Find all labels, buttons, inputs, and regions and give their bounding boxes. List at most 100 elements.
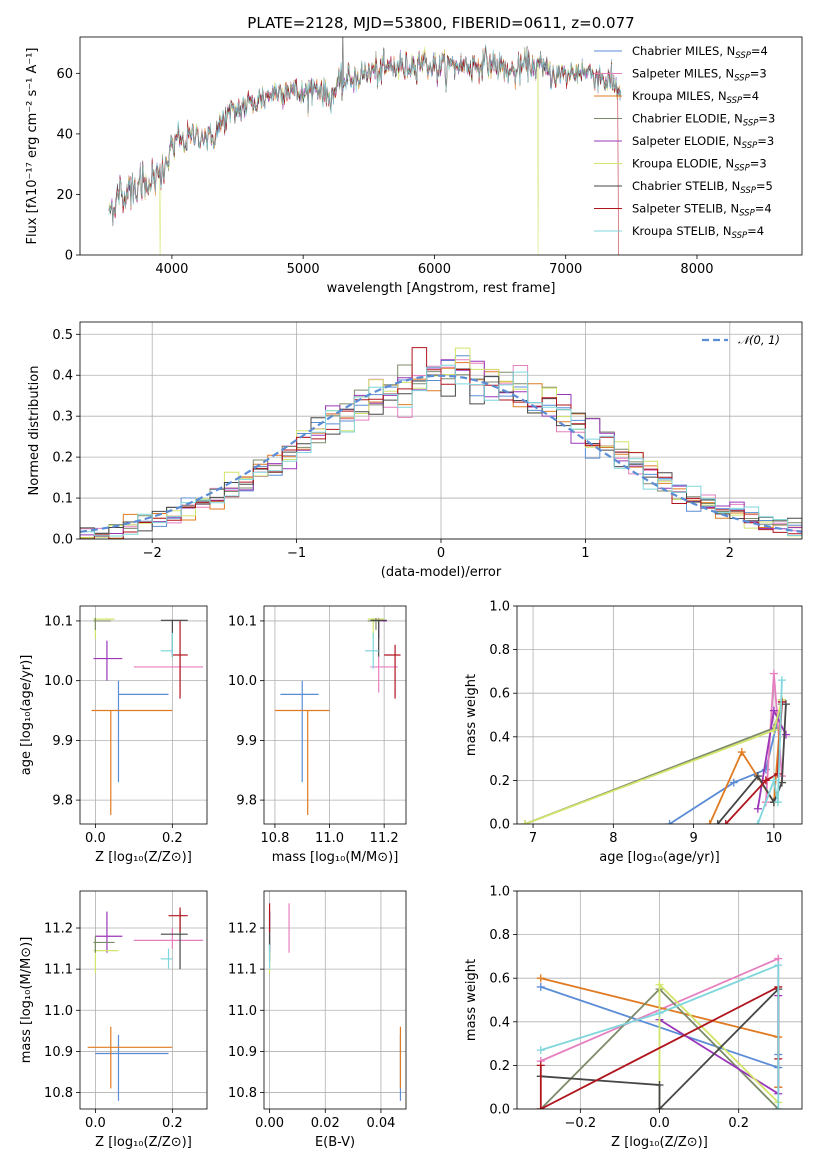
y-tick-label: 10.1 (44, 614, 73, 629)
x-tick-label: 6000 (418, 262, 451, 277)
weight-series-line (540, 963, 780, 1109)
x-tick-label: −0.2 (565, 1116, 597, 1131)
spectrum-panel: PLATE=2128, MJD=53800, FIBERID=0611, z=0… (25, 14, 803, 296)
x-tick-label: 9 (689, 831, 697, 846)
weight-vs-Z-panel: −0.2 0.0 0.2 0.0 0.2 0.4 0.6 0.8 1.0 Z [log₁₀(Z/Z… (464, 885, 803, 1150)
axes-frame (79, 890, 208, 1110)
y-tick-label: 11.0 (228, 1004, 257, 1019)
y-tick-label: 0.2 (489, 774, 510, 789)
axes-frame (516, 890, 803, 1110)
x-tick-label: 7000 (549, 262, 582, 277)
axes-frame (79, 36, 803, 256)
weight-point-marker (536, 1061, 545, 1070)
y-tick-label: 0.2 (52, 451, 73, 466)
legend-entry: Kroupa ELODIE, NSSP=3 (632, 157, 767, 174)
y-tick-label: 9.8 (52, 794, 73, 809)
histogram-series (80, 364, 802, 537)
x-tick-label: 0.2 (162, 831, 183, 846)
y-tick-label: 40 (56, 127, 73, 142)
y-tick-label: 0.0 (489, 818, 510, 833)
x-tick-label: 11.0 (315, 831, 344, 846)
x-axis-label: age [log₁₀(age/yr)] (599, 850, 720, 865)
axes-frame (263, 605, 407, 825)
y-axis-label: age [log₁₀(age/yr)] (19, 655, 34, 776)
weight-point-marker (536, 1046, 545, 1055)
x-tick-label: 4000 (155, 262, 188, 277)
histogram-panel: −2 −1 0 1 2 0.0 0.1 0.2 0.3 0.4 0.5 (data-model)/er… (27, 321, 803, 580)
spectrum-series-line (108, 37, 622, 221)
legend-entry: Chabrier STELIB, NSSP=5 (632, 179, 773, 196)
legend-entry: Salpeter MILES, NSSP=3 (632, 67, 767, 84)
weight-point-marker (774, 961, 783, 970)
error-bars (87, 907, 204, 1101)
weight-point-marker (769, 776, 778, 785)
y-tick-label: 0.4 (489, 730, 510, 745)
legend-entry: Chabrier MILES, NSSP=4 (632, 44, 768, 61)
y-tick-label: 10.0 (228, 674, 257, 689)
error-bars (91, 617, 204, 816)
error-bars (268, 903, 402, 1101)
y-tick-label: 0.8 (489, 643, 510, 658)
y-tick-label: 10.1 (228, 614, 257, 629)
y-tick-label: 0.6 (489, 687, 510, 702)
spectrum-series-line (108, 46, 622, 255)
weight-point-marker (536, 982, 545, 991)
spectrum-series-line (108, 44, 619, 255)
weight-series-line (669, 701, 783, 824)
x-tick-label: 0.04 (366, 1116, 395, 1131)
y-tick-label: 0.1 (52, 492, 73, 507)
spectrum-series-line (108, 44, 622, 225)
y-axis-label: mass weight (464, 959, 479, 1041)
weight-point-marker (781, 730, 790, 739)
weight-point-marker (729, 778, 738, 787)
y-tick-label: 9.9 (236, 734, 257, 749)
x-tick-label: 0.0 (85, 831, 106, 846)
weight-point-marker (774, 1105, 783, 1109)
x-tick-label: 0.0 (85, 1116, 106, 1131)
axes-frame (79, 321, 803, 540)
x-tick-label: 0.0 (649, 1116, 670, 1131)
x-tick-label: 0 (437, 546, 445, 561)
y-tick-label: 11.2 (44, 922, 73, 937)
y-tick-label: 0.6 (489, 972, 510, 987)
weight-point-marker (536, 1105, 545, 1109)
weight-point-marker (753, 804, 762, 813)
weight-point-marker (769, 726, 778, 735)
legend-entry: Salpeter STELIB, NSSP=4 (632, 202, 772, 219)
legend-entry: Chabrier ELODIE, NSSP=3 (632, 112, 775, 129)
legend-entry: Kroupa STELIB, NSSP=4 (632, 224, 764, 241)
weight-point-marker (521, 820, 530, 824)
x-axis-label: Z [log₁₀(Z/Z⊙)] (95, 1135, 192, 1150)
error-bars (274, 617, 401, 816)
y-tick-label: 10.9 (44, 1045, 73, 1060)
y-tick-label: 0.2 (489, 1059, 510, 1074)
x-tick-label: 8 (609, 831, 617, 846)
y-tick-label: 11.2 (228, 922, 257, 937)
weight-point-marker (655, 1081, 664, 1090)
x-axis-label: Z [log₁₀(Z/Z⊙)] (611, 1135, 708, 1150)
y-tick-label: 0.3 (52, 410, 73, 425)
y-axis-label: Normed distribution (27, 366, 42, 496)
x-tick-label: 0.2 (728, 1116, 749, 1131)
y-tick-label: 1.0 (489, 600, 510, 615)
x-tick-label: 7 (529, 831, 537, 846)
x-tick-label: −1 (287, 546, 306, 561)
weight-point-marker (655, 980, 664, 989)
y-axis-label: Flux [fλ10⁻¹⁷ erg cm⁻² s⁻¹ A⁻¹] (25, 48, 40, 245)
y-tick-label: 0.8 (489, 928, 510, 943)
x-tick-label: 5000 (287, 262, 320, 277)
y-tick-label: 0.4 (489, 1015, 510, 1030)
weight-point-marker (705, 820, 714, 824)
x-axis-label: wavelength [Angstrom, rest frame] (327, 281, 556, 296)
x-tick-label: 10.8 (260, 831, 289, 846)
y-tick-label: 11.0 (44, 1004, 73, 1019)
x-axis-label: Z [log₁₀(Z/Z⊙)] (95, 850, 192, 865)
weight-point-marker (665, 820, 674, 824)
weight-point-marker (655, 1105, 664, 1109)
x-tick-label: −2 (143, 546, 162, 561)
weight-point-marker (769, 706, 778, 715)
x-tick-label: 1 (581, 546, 589, 561)
y-tick-label: 0 (65, 249, 73, 264)
legend-entry: Kroupa MILES, NSSP=4 (632, 89, 759, 106)
